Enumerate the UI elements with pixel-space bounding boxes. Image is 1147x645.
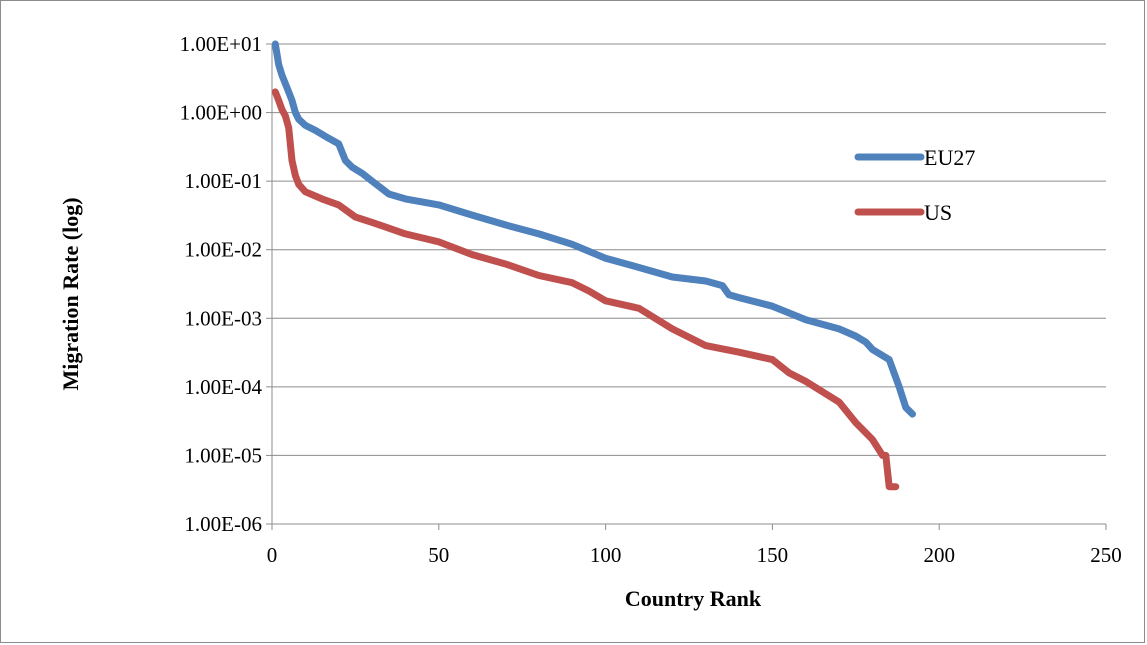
y-tick-label: 1.00E-01 [184,169,262,193]
x-axis-title: Country Rank [625,586,762,611]
y-tick-label: 1.00E-06 [184,512,262,536]
legend-label-eu27: EU27 [924,145,975,170]
y-tick-label: 1.00E-05 [184,443,262,467]
gridlines [272,43,1106,456]
series-line-eu27 [271,40,916,418]
y-axis-title: Migration Rate (log) [58,197,83,390]
x-tick-label: 0 [267,543,278,567]
y-tick-label: 1.00E+00 [180,101,262,125]
y-tick-label: 1.00E-04 [184,375,262,399]
x-tick-label: 50 [428,543,449,567]
x-tick-label: 250 [1090,543,1122,567]
tick-labels: 1.00E-06 1.00E-05 1.00E-04 1.00E-03 1.00E-02… [180,32,1122,567]
y-tick-label: 1.00E-03 [184,306,262,330]
axes [266,43,1107,530]
series-line-us [271,88,900,491]
y-tick-label: 1.00E+01 [180,32,262,56]
legend: EU27 US [854,145,975,225]
x-tick-label: 100 [590,543,622,567]
x-tick-label: 200 [923,543,955,567]
x-tick-label: 150 [757,543,789,567]
legend-label-us: US [924,200,952,225]
series-lines [271,40,916,491]
y-tick-label: 1.00E-02 [184,238,262,262]
